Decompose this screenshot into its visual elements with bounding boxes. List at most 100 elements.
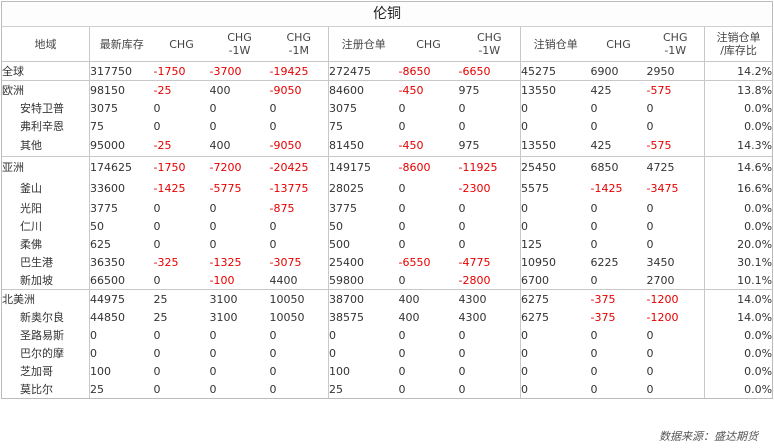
table-row: 圣路易斯 0 0 0 0 0 0 0 0 0 0 0.0% [1, 326, 774, 344]
value-cell: 0 [153, 364, 161, 378]
value-cell: 149175 [328, 156, 399, 178]
value-cell: 0 [329, 346, 336, 360]
value-cell: 6850 [590, 156, 647, 178]
value-cell: 0 [269, 117, 329, 135]
value-cell: 2700 [646, 271, 705, 290]
value-cell: 0 [209, 101, 217, 115]
value-cell: 4300 [458, 308, 521, 326]
value-cell: 59800 [329, 273, 364, 287]
column-header: 注销仓单/库存比 [704, 26, 774, 62]
value-cell: 0 [458, 326, 521, 344]
value-cell: 0 [590, 201, 598, 215]
value-cell: -7200 [209, 156, 270, 178]
value-cell: 0.0% [704, 380, 774, 399]
value-cell: 0 [153, 380, 210, 399]
value-cell: -8600 [398, 156, 459, 178]
value-cell: 0 [646, 380, 705, 399]
value-cell: 0 [153, 273, 161, 287]
value-cell: 125 [521, 237, 542, 251]
value-cell: 25400 [329, 255, 364, 269]
table-row: 巴生港 36350 -325 -1325 -3075 25400 -6550 -4775 109… [1, 253, 774, 271]
value-cell: 0 [269, 344, 329, 362]
value-cell: -3700 [209, 64, 242, 78]
value-cell: 25 [153, 310, 168, 324]
value-cell: -375 [590, 289, 647, 308]
value-cell: 0 [458, 99, 521, 117]
value-cell: 14.6% [704, 156, 774, 178]
value-cell: 0 [590, 101, 598, 115]
value-cell: 0 [646, 326, 705, 344]
value-cell: 0 [209, 380, 270, 399]
column-header-line1: 最新库存 [99, 37, 144, 51]
value-cell: -6650 [458, 61, 521, 81]
value-cell: 0 [590, 364, 598, 378]
value-cell: 50 [90, 219, 104, 233]
value-cell: -1325 [209, 255, 242, 269]
value-cell: 0 [458, 380, 521, 399]
column-header-line2: -1W [478, 44, 501, 57]
value-cell: 0 [521, 201, 528, 215]
value-cell: 0 [458, 117, 521, 135]
value-cell: 0 [153, 101, 161, 115]
column-header: CHG [153, 26, 210, 62]
value-cell: 500 [329, 237, 350, 251]
value-cell: 95000 [90, 139, 125, 152]
region-cell: 芝加哥 [1, 362, 90, 380]
value-cell: 0 [458, 344, 521, 362]
value-cell: 0 [398, 380, 459, 399]
region-cell: 新奥尔良 [1, 308, 90, 326]
value-cell: 0 [521, 119, 528, 133]
value-cell: 0.0% [704, 199, 774, 217]
value-cell: 0 [398, 119, 406, 133]
value-cell: 0 [398, 101, 406, 115]
column-header: CHG [398, 26, 459, 62]
value-cell: 50 [329, 219, 343, 233]
value-cell: 400 [398, 289, 459, 308]
value-cell: 36350 [90, 255, 125, 269]
value-cell: 0.0% [704, 99, 774, 117]
value-cell: 0 [458, 199, 521, 217]
value-cell: 4300 [458, 289, 521, 308]
value-cell: 0 [398, 201, 406, 215]
table-row: 釜山 33600 -1425 -5775 -13775 28025 0 -2300 5575 -1… [1, 178, 774, 199]
column-header-line1: CHG [286, 31, 311, 44]
value-cell: 33600 [90, 182, 125, 195]
value-cell: 0 [458, 217, 521, 235]
value-cell: 38700 [328, 289, 399, 308]
column-header: CHG -1W [209, 26, 270, 62]
value-cell: 0 [590, 237, 598, 251]
value-cell: 13.8% [704, 80, 774, 99]
value-cell: 0 [209, 364, 217, 378]
value-cell: 0 [209, 237, 217, 251]
value-cell: 425 [590, 80, 647, 99]
value-cell: 98150 [89, 80, 154, 99]
column-header: 注销仓单 [520, 26, 591, 62]
value-cell: 45275 [521, 64, 556, 78]
region-cell: 其他 [1, 135, 90, 157]
table-row: 北美洲 44975 25 3100 10050 38700 400 4300 6275 -375-… [1, 289, 774, 308]
value-cell: -875 [269, 199, 329, 217]
value-cell: 0 [209, 119, 217, 133]
header-row: 地域 最新库存 CHG CHG -1W CHG -1M 注册仓单 CHG CHG -1W 注销仓单 CH… [1, 26, 774, 62]
value-cell: 28025 [329, 182, 364, 195]
value-cell: 0 [646, 217, 705, 235]
table-row: 安特卫普 3075 0 0 0 3075 0 0 0 0 0 0.0% [1, 99, 774, 117]
value-cell: 25 [328, 380, 399, 399]
value-cell: 14.2% [704, 61, 774, 81]
value-cell: 0 [520, 380, 591, 399]
value-cell: 6700 [521, 273, 549, 287]
value-cell: -450 [398, 139, 424, 152]
region-cell: 北美洲 [1, 289, 90, 308]
value-cell: 317750 [90, 64, 132, 78]
value-cell: 13550 [520, 80, 591, 99]
value-cell: 0 [646, 344, 705, 362]
column-header-line1: CHG [169, 37, 194, 51]
region-cell: 巴生港 [1, 253, 90, 271]
region-cell: 釜山 [1, 178, 90, 199]
region-cell: 光阳 [1, 199, 90, 217]
column-header: CHG -1M [269, 26, 329, 62]
value-cell: 25450 [520, 156, 591, 178]
value-cell: 0 [590, 328, 598, 342]
value-cell: -325 [153, 255, 179, 269]
value-cell: -1425 [590, 182, 623, 195]
